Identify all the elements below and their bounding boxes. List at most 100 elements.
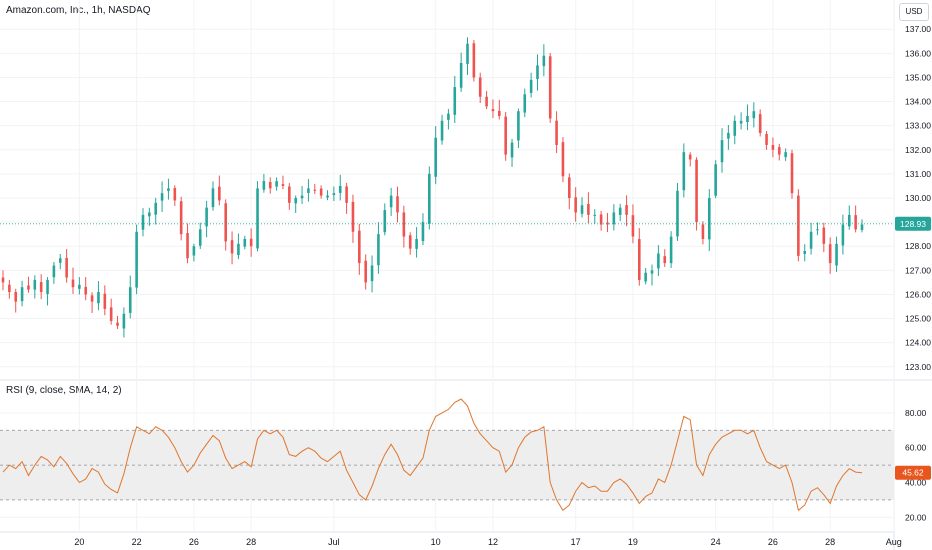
candle-body [211, 188, 215, 208]
candle [243, 235, 247, 250]
candle-body [218, 186, 221, 201]
candle-body [561, 142, 565, 177]
candle [307, 179, 310, 202]
candle-body [809, 231, 813, 249]
candle-body [478, 77, 482, 97]
chart-title: Amazon.com, Inc., 1h, NASDAQ [6, 5, 151, 16]
candle-body [529, 79, 533, 93]
candle [561, 137, 565, 183]
value-labels: 128.93 45.62 [0, 216, 931, 480]
candle-body [574, 197, 577, 213]
candle-body [790, 153, 794, 194]
candle [669, 231, 673, 268]
candle-body [485, 96, 488, 107]
candle [434, 126, 437, 185]
candle [720, 128, 724, 173]
candle [128, 275, 132, 319]
rsi-value-badge [895, 465, 931, 480]
candle-body [27, 285, 30, 290]
candle [835, 236, 838, 272]
candle [727, 124, 730, 150]
currency-button[interactable]: USD [899, 3, 929, 21]
candle [631, 204, 635, 244]
candle [733, 115, 737, 145]
candle [847, 205, 851, 230]
candle [822, 222, 826, 253]
candle-body [835, 243, 838, 266]
candle-body [383, 210, 387, 233]
candle [771, 137, 775, 158]
candle [676, 182, 679, 241]
candle-body [784, 152, 787, 158]
candle-body [695, 159, 698, 223]
candle [396, 186, 399, 223]
candle [504, 112, 507, 161]
time-tick-label: 26 [189, 537, 199, 547]
candle [27, 276, 30, 293]
price-tick-label: 128.00 [905, 241, 931, 251]
price-tick-label: 135.00 [905, 72, 931, 82]
candle [109, 298, 113, 325]
candle-body [141, 214, 145, 230]
candle [421, 213, 425, 246]
rsi-line [2, 398, 863, 512]
candle [459, 52, 463, 92]
candle-body [408, 235, 412, 249]
candle-body [650, 270, 654, 274]
candle-body [148, 212, 151, 217]
candle-body [52, 265, 56, 278]
candle [39, 274, 43, 300]
candle-body [224, 203, 228, 242]
candle [523, 88, 527, 118]
candle [472, 40, 476, 82]
candle-body [364, 260, 367, 283]
candle [160, 181, 164, 213]
candle [345, 182, 348, 214]
candle-body [402, 212, 406, 237]
candle-body [828, 244, 832, 264]
candle-body [599, 214, 603, 225]
time-tick-label: 24 [711, 537, 721, 547]
candle [485, 91, 488, 110]
candle [657, 245, 660, 277]
candle [580, 197, 584, 218]
rsi-indicator-title[interactable]: RSI (9, close, SMA, 14, 2) [6, 385, 122, 396]
candle-body [288, 186, 291, 203]
candle [854, 205, 857, 233]
candle-body [847, 214, 851, 227]
candle-body [256, 188, 259, 249]
candle [529, 72, 533, 98]
candle-body [555, 120, 558, 145]
candle [707, 189, 711, 252]
candle [587, 192, 590, 224]
price-tick-label: 137.00 [905, 24, 931, 34]
candle-body [20, 287, 24, 302]
candle-body [421, 222, 425, 242]
candle [548, 53, 552, 123]
candle [218, 175, 221, 206]
candle-body [78, 284, 81, 289]
candle [637, 228, 641, 286]
candle-body [370, 265, 374, 282]
candle [179, 196, 183, 241]
candle-body [797, 195, 800, 256]
candle [167, 178, 170, 200]
candle-body [90, 295, 94, 302]
candle-body [536, 65, 539, 80]
candle-body [205, 207, 208, 227]
time-tick-label: 10 [431, 537, 441, 547]
candle-body [307, 188, 310, 193]
candle [517, 108, 520, 149]
candle [33, 275, 37, 299]
candle [758, 109, 762, 137]
candle-body [752, 111, 756, 119]
candle [466, 37, 469, 75]
candle-body [103, 293, 107, 309]
candle [288, 183, 291, 210]
candle [612, 204, 616, 231]
candle [650, 264, 654, 286]
candle-body [472, 43, 476, 78]
candle [275, 177, 278, 191]
candle-body [663, 256, 667, 264]
